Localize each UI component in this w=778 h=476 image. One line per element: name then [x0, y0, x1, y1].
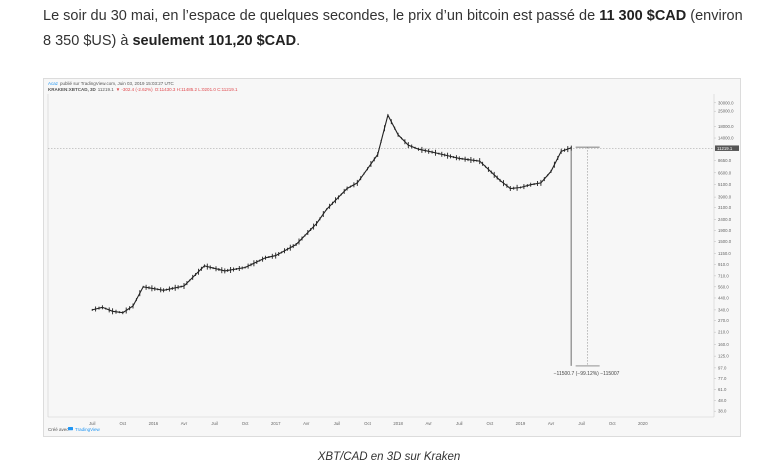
y-tick-label: 3900.0 — [718, 195, 732, 200]
y-tick-label: 14000.0 — [718, 136, 734, 141]
x-tick-label: Juil — [89, 421, 95, 426]
y-tick-label: 710.0 — [718, 273, 729, 278]
price-from: 11 300 $CAD — [599, 8, 687, 24]
current-price-badge: 11219.1 — [715, 145, 739, 151]
y-tick-label: 1900.0 — [718, 228, 732, 233]
price-to: seulement 101,20 $CAD — [132, 33, 297, 49]
candlesticks — [91, 114, 572, 315]
y-tick-label: 61.0 — [718, 387, 727, 392]
x-tick-label: Oct — [609, 421, 616, 426]
y-tick-label: 18000.0 — [718, 124, 734, 129]
figure-caption: XBT/CAD en 3D sur Kraken — [317, 451, 461, 463]
measure-label: −11500.7 (−99.12%) −115007 — [554, 371, 620, 377]
y-tick-label: 1500.0 — [718, 239, 732, 244]
x-tick-label: Juil — [334, 421, 340, 426]
x-tick-label: Avr — [548, 421, 555, 426]
y-tick-label: 30000.0 — [718, 100, 734, 105]
y-tick-label: 8650.0 — [718, 158, 732, 163]
y-tick-label: 5100.0 — [718, 182, 732, 187]
y-tick-label: 910.0 — [718, 262, 729, 267]
price-chart: Acaz publié sur TradingView.com, Juin 03,… — [44, 79, 740, 436]
x-tick-label: Avr — [181, 421, 188, 426]
x-tick-label: 2018 — [393, 421, 403, 426]
y-tick-label: 2400.0 — [718, 217, 732, 222]
created-with-text: Créé avec — [48, 427, 69, 432]
publisher-link[interactable]: Acaz — [48, 81, 59, 86]
chart-header-line2: KRAKEN:XBTCAD, 3D 11219.1 ▼ -302.4 (-2.62%… — [48, 87, 238, 92]
y-tick-label: 160.0 — [718, 342, 729, 347]
x-tick-label: Oct — [119, 421, 126, 426]
x-tick-label: 2019 — [516, 421, 526, 426]
svg-text:11219.1: 11219.1 — [717, 146, 733, 151]
y-tick-label: 340.0 — [718, 307, 729, 312]
y-tick-label: 3100.0 — [718, 205, 732, 210]
x-tick-label: Oct — [487, 421, 494, 426]
y-tick-label: 125.0 — [718, 354, 729, 359]
y-tick-label: 25000.0 — [718, 109, 734, 114]
chart-image: Acaz publié sur TradingView.com, Juin 03,… — [43, 78, 741, 437]
x-tick-label: Oct — [364, 421, 371, 426]
x-tick-label: Juil — [456, 421, 462, 426]
chart-header-line1: Acaz publié sur TradingView.com, Juin 03,… — [48, 81, 175, 86]
x-axis-ticks: Juil Oct 2016 Avr Juil Oct 2017 Avr Juil Oct 2018 A… — [89, 421, 648, 426]
tradingview-logo-icon — [68, 427, 73, 431]
y-tick-label: 38.0 — [718, 409, 727, 414]
x-tick-label: Avr — [426, 421, 433, 426]
y-tick-label: 1150.0 — [718, 251, 731, 256]
x-tick-label: 2016 — [149, 421, 159, 426]
x-tick-label: Juil — [578, 421, 584, 426]
y-tick-label: 48.0 — [718, 398, 727, 403]
article-text-1: Le soir du 30 mai, en l’espace de quelqu… — [43, 8, 600, 24]
y-tick-label: 440.0 — [718, 295, 729, 300]
article-paragraph: Le soir du 30 mai, en l’espace de quelqu… — [43, 4, 743, 54]
y-axis-ticks: 30000.0 25000.0 18000.0 14000.0 8650.0 6600.0… — [714, 100, 734, 414]
y-tick-label: 77.0 — [718, 376, 727, 381]
x-tick-label: Juil — [211, 421, 217, 426]
x-tick-label: Avr — [303, 421, 310, 426]
x-tick-label: 2020 — [638, 421, 648, 426]
y-tick-label: 6600.0 — [718, 170, 732, 175]
article-text-2: (environ 8 350 $US) à — [43, 8, 743, 49]
y-tick-label: 97.0 — [718, 365, 727, 370]
x-tick-label: Oct — [242, 421, 249, 426]
y-tick-label: 270.0 — [718, 318, 729, 323]
tradingview-brand[interactable]: TradingView — [75, 427, 101, 432]
y-tick-label: 560.0 — [718, 284, 729, 289]
article-text-3: . — [296, 33, 301, 49]
measure-tool: −11500.7 (−99.12%) −115007 — [554, 146, 620, 377]
y-tick-label: 210.0 — [718, 330, 729, 335]
x-tick-label: 2017 — [271, 421, 281, 426]
